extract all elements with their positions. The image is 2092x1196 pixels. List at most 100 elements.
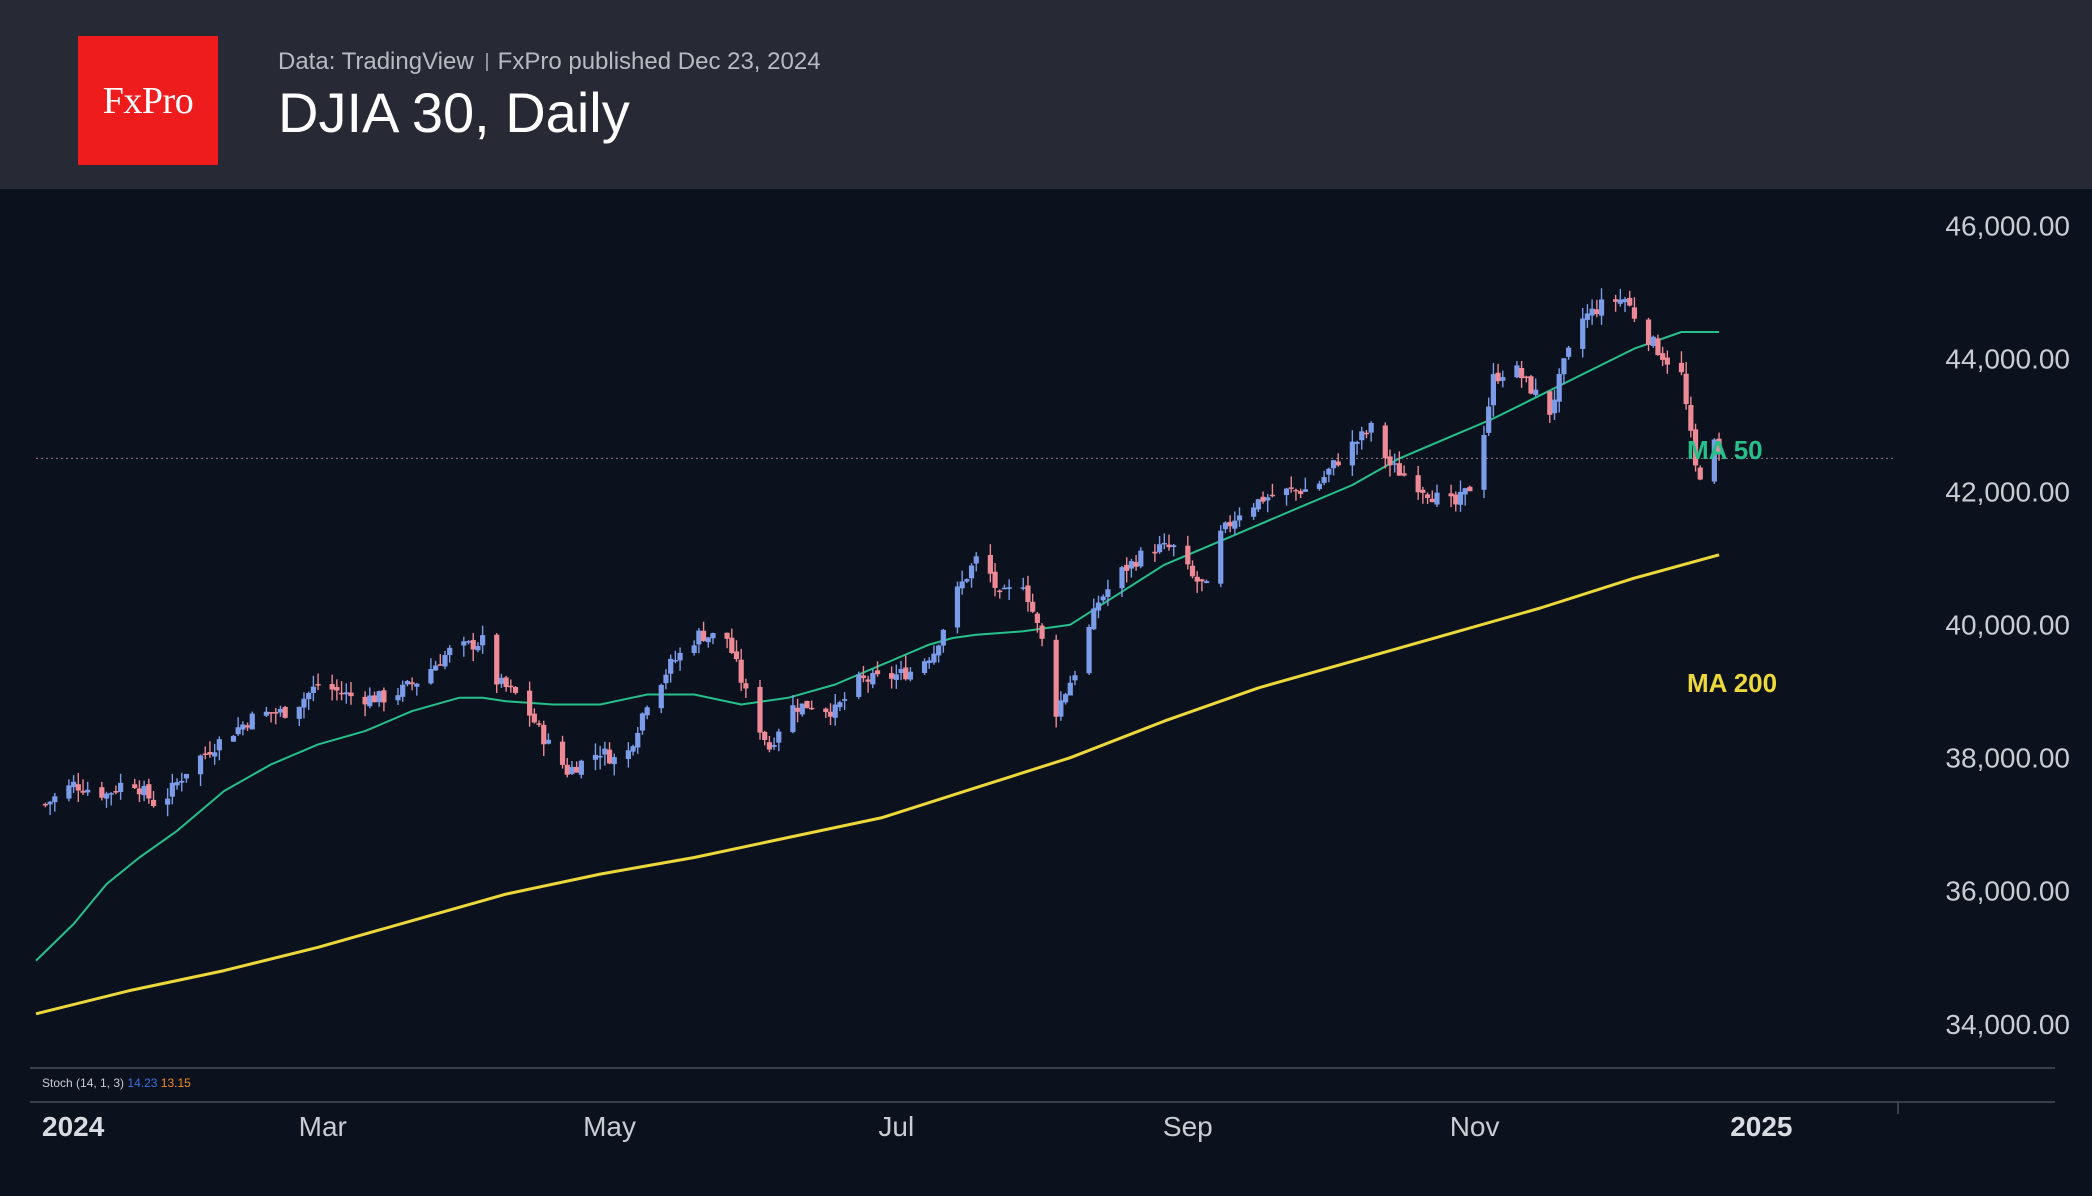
candle-down — [1429, 498, 1435, 503]
candle-down — [541, 724, 547, 745]
candle-down — [762, 731, 768, 741]
y-tick-label: 40,000.00 — [1945, 610, 2070, 641]
candle-down — [1645, 319, 1652, 345]
candle-down — [1716, 438, 1722, 455]
candle-up — [108, 793, 114, 795]
candle-up — [1326, 468, 1332, 475]
candle-down — [1382, 425, 1388, 459]
candle-up — [1265, 497, 1271, 501]
candle-up — [644, 707, 650, 716]
candle-down — [987, 555, 993, 574]
candle-down — [273, 712, 279, 714]
candle-up — [856, 674, 862, 698]
candle-down — [381, 690, 387, 703]
candle-up — [1058, 700, 1064, 717]
candle-down — [1627, 297, 1633, 306]
candle-up — [1580, 318, 1586, 349]
candle-up — [578, 760, 584, 775]
candle-up — [790, 705, 796, 733]
candle-down — [1655, 338, 1661, 356]
candle-down — [531, 713, 537, 723]
candle-up — [926, 660, 932, 664]
chart-title: DJIA 30, Daily — [278, 81, 630, 144]
candle-up — [301, 698, 307, 708]
candle-up — [1617, 299, 1623, 304]
candle-down — [1467, 486, 1473, 492]
candle-up — [1095, 602, 1102, 611]
candle-up — [400, 684, 406, 697]
candle-down — [1185, 545, 1191, 565]
candle-up — [395, 695, 401, 701]
candle-down — [1293, 489, 1299, 492]
candle-up — [668, 658, 674, 674]
candle-down — [724, 632, 730, 639]
candle-up — [1128, 561, 1134, 569]
candle-up — [1161, 542, 1167, 545]
x-tick-label: Mar — [299, 1111, 347, 1142]
candle-down — [146, 784, 152, 799]
candle-up — [837, 702, 843, 708]
candle-down — [1523, 376, 1529, 378]
candle-up — [433, 665, 439, 671]
candle-down — [743, 683, 749, 689]
candle-down — [1025, 585, 1031, 602]
candle-down — [874, 670, 881, 675]
candle-up — [376, 691, 382, 703]
candle-up — [442, 655, 448, 667]
candle-down — [1678, 362, 1685, 373]
y-tick-label: 46,000.00 — [1945, 211, 2070, 242]
candle-down — [1034, 613, 1040, 623]
candle-up — [1171, 545, 1177, 548]
candle-up — [545, 739, 552, 744]
candle-down — [1053, 639, 1059, 717]
candle-up — [1204, 581, 1210, 584]
candle-up — [639, 713, 646, 731]
stoch-d-value: 13.15 — [161, 1076, 191, 1090]
candle-down — [1664, 357, 1670, 365]
fxpro-logo[interactable]: FxPro — [78, 36, 218, 165]
candle-up — [1100, 596, 1106, 601]
candle-up — [263, 711, 269, 716]
candle-up — [1062, 694, 1069, 703]
candle-down — [338, 692, 345, 695]
candle-up — [968, 565, 975, 579]
candle-down — [564, 764, 570, 775]
candle-down — [362, 696, 368, 705]
candle-down — [1401, 473, 1407, 476]
candle-down — [536, 723, 542, 725]
candle-up — [1354, 441, 1360, 444]
logo-text: FxPro — [102, 79, 194, 122]
candle-up — [1589, 308, 1595, 316]
candle-down — [1415, 475, 1421, 493]
price-chart[interactable]: 34,000.00 36,000.00 38,000.00 40,000.00 42,0… — [0, 189, 2092, 1196]
candle-up — [663, 674, 669, 684]
candle-up — [1514, 365, 1520, 378]
candle-up — [447, 647, 453, 656]
candle-down — [1495, 372, 1501, 382]
candle-up — [921, 661, 928, 674]
candle-up — [799, 703, 805, 715]
candle-down — [1660, 353, 1666, 360]
y-tick-label: 36,000.00 — [1945, 876, 2070, 907]
candle-up — [1321, 477, 1327, 483]
candle-down — [757, 686, 763, 733]
candle-down — [1688, 404, 1694, 431]
candle-down — [1448, 493, 1454, 497]
meta-separator — [485, 53, 488, 71]
candle-up — [174, 782, 180, 786]
candle-down — [512, 687, 519, 693]
x-tick-label: 2024 — [42, 1111, 105, 1142]
candle-up — [428, 669, 434, 684]
candle-up — [907, 671, 914, 680]
candle-down — [1631, 307, 1638, 319]
candle-up — [1556, 374, 1562, 402]
candle-up — [1490, 374, 1496, 406]
candle-up — [1598, 299, 1605, 316]
candle-up — [959, 581, 965, 589]
candle-up — [480, 635, 486, 646]
x-tick-label: Sep — [1163, 1111, 1213, 1142]
stoch-k-value: 14.23 — [127, 1076, 160, 1090]
candle-down — [574, 766, 580, 773]
candle-up — [1255, 499, 1261, 510]
candle-down — [1453, 494, 1459, 505]
